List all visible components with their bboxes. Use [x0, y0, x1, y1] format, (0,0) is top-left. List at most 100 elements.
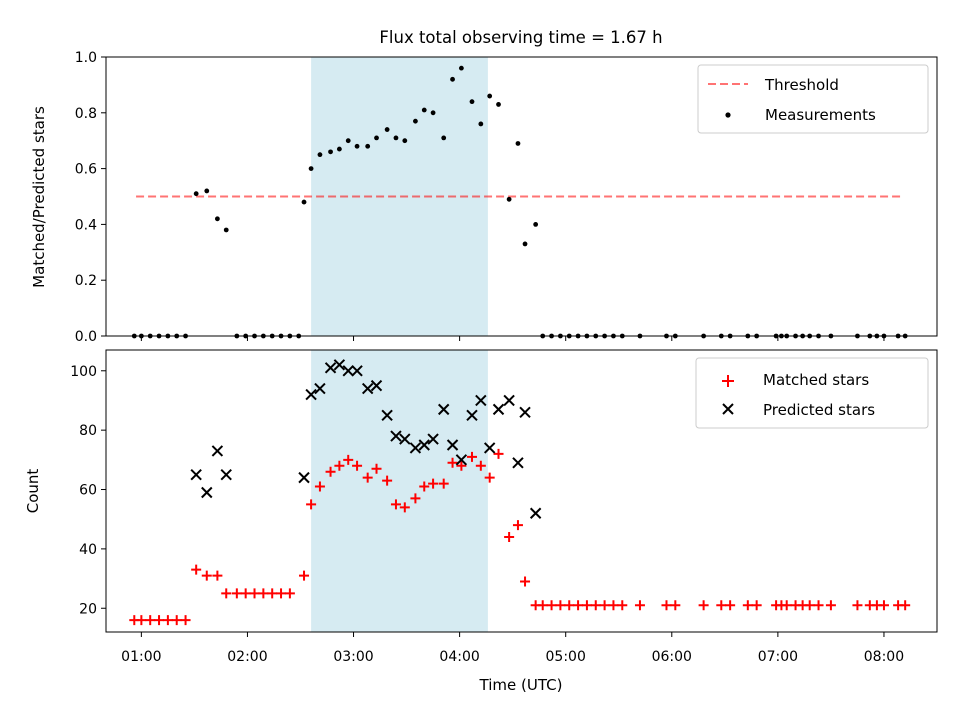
bottom-legend: Matched stars Predicted stars — [695, 357, 929, 429]
predicted-stars-point — [370, 379, 383, 392]
matched-stars-point — [813, 600, 824, 611]
measurements-point — [522, 241, 528, 247]
matched-stars-point — [145, 615, 156, 626]
matched-stars-point — [546, 600, 557, 611]
predicted-stars-point — [466, 409, 478, 422]
matched-stars-point — [343, 454, 354, 465]
matched-stars-point — [825, 600, 836, 611]
predicted-legend-swatch — [722, 403, 734, 415]
predicted-stars-point — [437, 403, 450, 416]
measurements-point — [402, 138, 408, 144]
matched-legend-label: Matched stars — [763, 371, 869, 389]
top-plot-marks — [131, 65, 908, 339]
matched-stars-point — [191, 564, 202, 575]
top-x-axis — [140, 336, 885, 341]
measurements-point — [345, 138, 351, 144]
matched-stars-point — [399, 502, 410, 513]
measurements-point — [193, 191, 199, 197]
top-y-tick-label: 0.4 — [75, 217, 97, 233]
matched-stars-point — [352, 460, 363, 471]
top-y-axis: 0.0 0.2 0.4 0.6 0.8 1.0 — [75, 50, 106, 345]
matched-stars-point — [599, 600, 610, 611]
measurements-point — [430, 110, 436, 116]
predicted-stars-point — [351, 365, 363, 377]
top-legend: Threshold Measurements — [697, 64, 929, 134]
matched-stars-point — [504, 532, 515, 543]
predicted-stars-point — [381, 409, 393, 422]
predicted-stars-point — [324, 362, 337, 374]
measurements-point — [308, 166, 314, 172]
matched-stars-point — [314, 481, 325, 492]
matched-stars-point — [231, 588, 242, 599]
predicted-stars-point — [409, 442, 422, 454]
x-tick-label: 04:00 — [439, 649, 479, 665]
matched-stars-point — [564, 600, 575, 611]
measurements-point — [223, 227, 229, 233]
measurements-point — [421, 107, 427, 113]
predicted-stars-point — [190, 468, 202, 481]
top-y-tick-label: 0.0 — [75, 329, 97, 345]
matched-stars-point — [634, 600, 645, 611]
matched-stars-point — [581, 600, 592, 611]
predicted-stars-point — [503, 394, 515, 407]
measurements-point — [374, 135, 379, 141]
top-y-tick-label: 0.8 — [75, 106, 97, 122]
matched-stars-point — [852, 600, 863, 611]
matched-stars-point — [258, 588, 269, 599]
x-tick-label: 06:00 — [652, 649, 692, 665]
matched-stars-point — [371, 463, 382, 474]
matched-stars-point — [751, 600, 762, 611]
matched-stars-point — [419, 481, 430, 492]
x-tick-label: 01:00 — [121, 649, 161, 665]
top-plot-frame — [105, 56, 938, 337]
matched-stars-point — [512, 520, 523, 531]
measurements-point — [413, 118, 418, 124]
measurements-point — [384, 127, 390, 132]
bottom-y-axis-label: Count — [24, 469, 42, 514]
matched-stars-point — [221, 588, 232, 599]
bottom-panel: 20 40 60 80 100 01:00 02:00 03:00 04:00 05:00 06:… — [24, 349, 938, 694]
matched-stars-point — [716, 600, 727, 611]
measurements-point — [214, 216, 220, 222]
measurements-point — [336, 146, 342, 152]
matched-stars-point — [428, 478, 439, 489]
bottom-y-tick-label: 100 — [70, 364, 97, 380]
top-y-tick-label: 0.2 — [75, 273, 97, 289]
matched-stars-point — [661, 600, 672, 611]
matched-stars-point — [267, 588, 278, 599]
matched-stars-point — [698, 600, 709, 611]
predicted-stars-point — [220, 468, 232, 481]
predicted-stars-point — [492, 403, 505, 416]
predicted-stars-point — [455, 454, 468, 466]
matched-stars-point — [484, 472, 495, 483]
bottom-plot-frame — [105, 349, 938, 633]
predicted-stars-point — [305, 388, 317, 401]
predicted-stars-point — [342, 365, 354, 377]
bottom-x-axis: 01:00 02:00 03:00 04:00 05:00 06:00 07:00 08:00 — [121, 632, 904, 665]
top-panel: 0.0 0.2 0.4 0.6 0.8 1.0 Matched/Predicted sta… — [30, 50, 938, 345]
chart-title: Flux total observing time = 1.67 h — [379, 28, 662, 47]
predicted-stars-point — [399, 433, 411, 445]
matched-stars-point — [466, 451, 477, 462]
matched-stars-point — [742, 600, 753, 611]
matched-stars-point — [212, 570, 223, 581]
predicted-stars-point — [361, 382, 374, 395]
measurements-point — [317, 152, 323, 158]
matched-stars-point — [162, 615, 173, 626]
predicted-stars-point — [201, 486, 213, 499]
predicted-stars-point — [418, 439, 430, 451]
matched-stars-point — [493, 448, 504, 459]
bottom-plot-marks — [129, 359, 911, 626]
x-tick-label: 05:00 — [546, 649, 586, 665]
measurements-point — [515, 141, 521, 146]
bottom-y-tick-label: 80 — [79, 423, 97, 439]
matched-stars-point — [249, 588, 260, 599]
matched-stars-point — [900, 600, 911, 611]
top-y-tick-label: 1.0 — [75, 50, 97, 66]
matched-stars-point — [201, 570, 212, 581]
matched-stars-point — [670, 600, 681, 611]
matched-stars-point — [447, 457, 458, 468]
predicted-stars-point — [298, 471, 310, 484]
measurements-point — [506, 196, 512, 202]
